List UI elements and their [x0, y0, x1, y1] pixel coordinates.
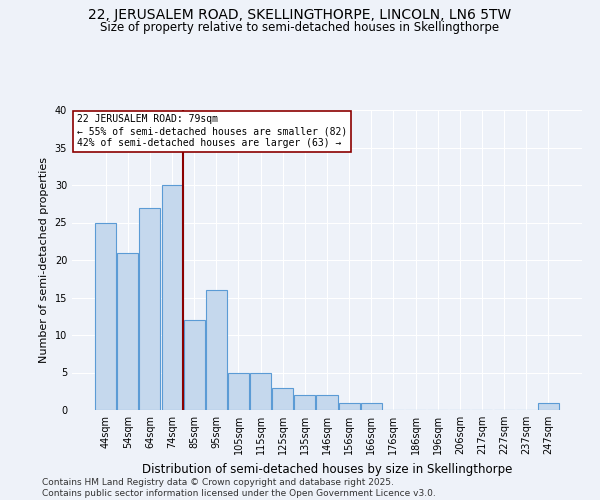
- X-axis label: Distribution of semi-detached houses by size in Skellingthorpe: Distribution of semi-detached houses by …: [142, 462, 512, 475]
- Bar: [118, 252, 139, 410]
- Bar: [295, 395, 316, 410]
- Bar: [361, 402, 382, 410]
- Bar: [95, 222, 116, 410]
- Bar: [316, 395, 338, 410]
- Bar: [538, 402, 559, 410]
- Bar: [139, 208, 160, 410]
- Bar: [184, 320, 205, 410]
- Bar: [228, 372, 249, 410]
- Text: 22 JERUSALEM ROAD: 79sqm
← 55% of semi-detached houses are smaller (82)
42% of s: 22 JERUSALEM ROAD: 79sqm ← 55% of semi-d…: [77, 114, 347, 148]
- Bar: [272, 388, 293, 410]
- Bar: [206, 290, 227, 410]
- Y-axis label: Number of semi-detached properties: Number of semi-detached properties: [39, 157, 49, 363]
- Bar: [250, 372, 271, 410]
- Text: 22, JERUSALEM ROAD, SKELLINGTHORPE, LINCOLN, LN6 5TW: 22, JERUSALEM ROAD, SKELLINGTHORPE, LINC…: [88, 8, 512, 22]
- Bar: [161, 185, 182, 410]
- Bar: [338, 402, 359, 410]
- Text: Size of property relative to semi-detached houses in Skellingthorpe: Size of property relative to semi-detach…: [100, 21, 500, 34]
- Text: Contains HM Land Registry data © Crown copyright and database right 2025.
Contai: Contains HM Land Registry data © Crown c…: [42, 478, 436, 498]
